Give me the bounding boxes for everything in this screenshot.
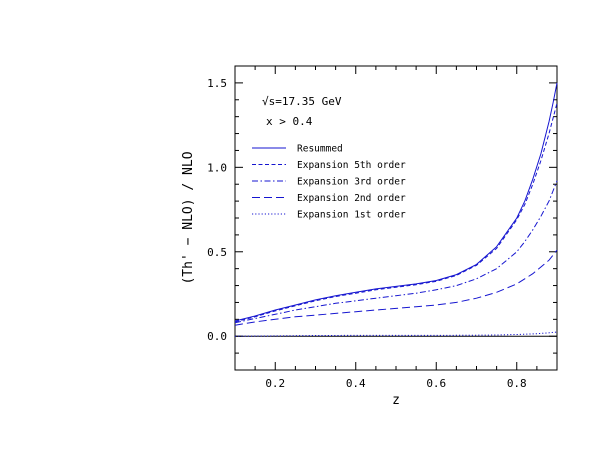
y-axis-title: (Th' − NLO) / NLO	[181, 151, 196, 284]
series-line-expansion-5th-order	[234, 103, 558, 323]
y-tick-label: 1.5	[207, 77, 227, 90]
y-tick-label: 0.0	[207, 330, 227, 343]
x-tick-label: 0.4	[346, 377, 366, 390]
annotation-energy: √s=17.35 GeV	[262, 95, 342, 108]
y-tick-label: 1.0	[207, 161, 227, 174]
legend-label-expansion-2nd-order: Expansion 2nd order	[297, 193, 406, 204]
legend-label-expansion-1st-order: Expansion 1st order	[297, 210, 406, 221]
x-tick-label: 0.2	[265, 377, 285, 390]
y-tick-label: 0.5	[207, 246, 227, 259]
annotation-x-cut: x > 0.4	[266, 115, 313, 128]
x-axis-title: z	[392, 393, 400, 408]
series-line-resummed	[234, 82, 558, 322]
legend-label-expansion-5th-order: Expansion 5th order	[297, 160, 406, 171]
series-line-expansion-3rd-order	[234, 180, 558, 324]
legend-label-expansion-3rd-order: Expansion 3rd order	[297, 177, 406, 188]
x-tick-label: 0.8	[507, 377, 527, 390]
legend-label-resummed: Resummed	[297, 144, 343, 155]
series-line-expansion-2nd-order	[234, 249, 558, 326]
x-tick-label: 0.6	[426, 377, 446, 390]
series-line-expansion-1st-order	[234, 331, 558, 337]
